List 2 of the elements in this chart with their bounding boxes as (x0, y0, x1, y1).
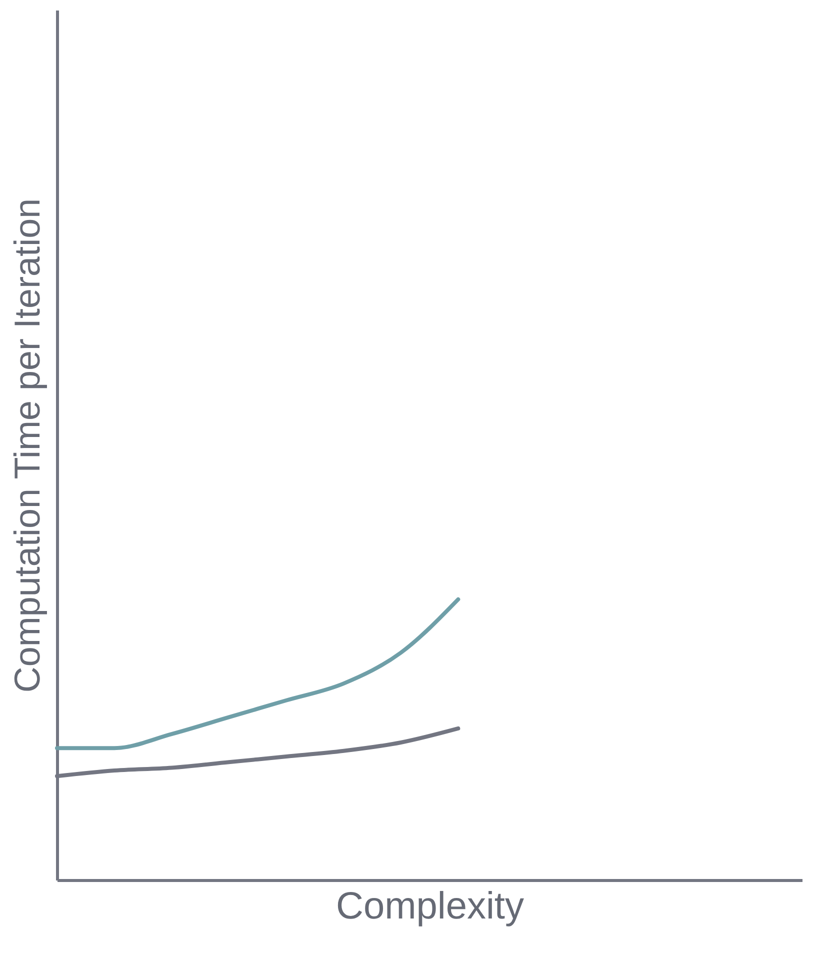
x-axis-title: Complexity (336, 886, 524, 928)
y-axis-title: Computation Time per Iteration (6, 198, 48, 693)
